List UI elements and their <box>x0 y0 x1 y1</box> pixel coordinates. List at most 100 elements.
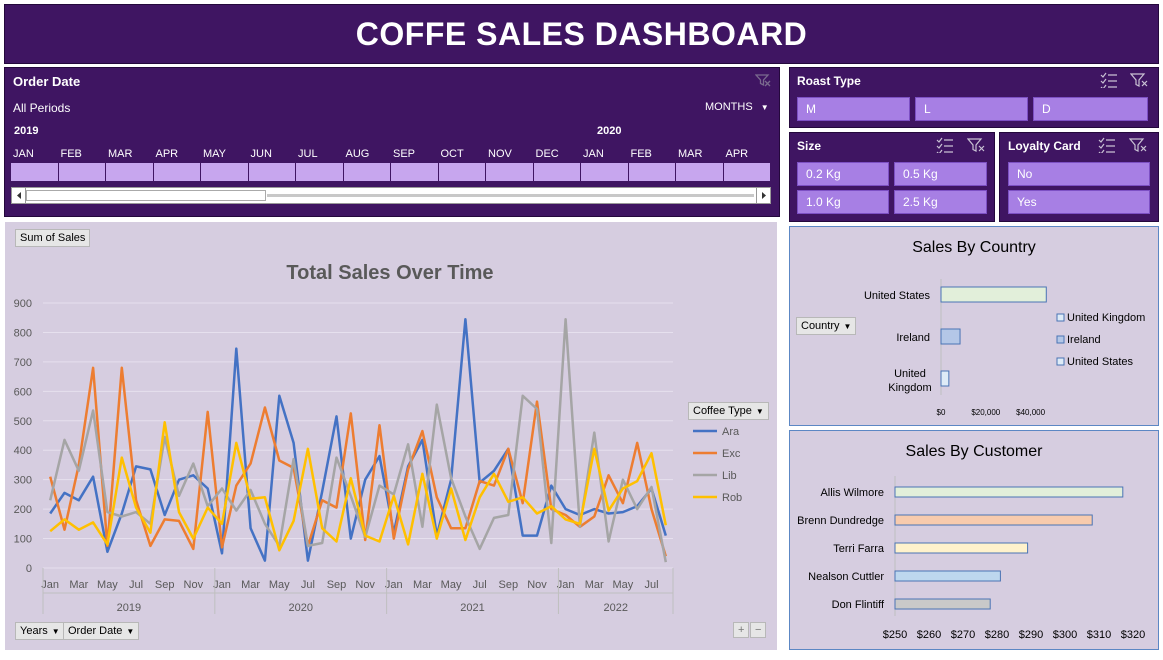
x-tick-label: Mar <box>241 579 260 591</box>
country-chart-title: Sales By Country <box>912 239 1036 256</box>
legend-label: United States <box>1067 356 1134 368</box>
size-1.0kg-button[interactable]: 1.0 Kg <box>797 190 889 214</box>
granularity-dropdown[interactable]: MONTHS ▼ <box>705 101 769 113</box>
timeline-scrollbar[interactable] <box>11 187 771 204</box>
dashboard-title: COFFE SALES DASHBOARD <box>355 15 808 52</box>
x-tick-label: Mar <box>69 579 88 591</box>
scroll-track <box>267 194 754 197</box>
x-tick-label: $290 <box>1019 629 1043 641</box>
x-tick-label: Sep <box>499 579 519 591</box>
size-2.5kg-button[interactable]: 2.5 Kg <box>894 190 987 214</box>
month-label: NOV <box>488 148 512 160</box>
x-tick-label: Jan <box>213 579 231 591</box>
timeline-month-cell[interactable] <box>676 163 724 181</box>
customer-bar <box>894 486 1124 498</box>
y-tick-label: 900 <box>14 298 32 310</box>
chart-title: Total Sales Over Time <box>286 262 493 284</box>
expand-field-button[interactable]: + <box>733 622 750 638</box>
y-tick-label: 400 <box>14 445 32 457</box>
size-slicer: Size 0.2 Kg 0.5 Kg 1.0 Kg 2.5 Kg <box>789 132 995 222</box>
month-label: AUG <box>345 148 370 160</box>
timeline-month-cell[interactable] <box>11 163 59 181</box>
country-label: United <box>894 368 926 380</box>
x-tick-label: $0 <box>937 408 946 417</box>
size-title: Size <box>797 139 822 153</box>
multi-select-icon[interactable] <box>1100 72 1118 88</box>
customer-bar-chart: Allis Wilmore Brenn Dundredge Terri Farra N… <box>797 476 1145 641</box>
country-filter-button[interactable]: Country ▼ <box>796 317 857 335</box>
multi-select-icon[interactable] <box>1098 137 1116 153</box>
years-label: Years <box>20 625 48 637</box>
month-label: MAR <box>678 148 703 160</box>
timeline-month-cell[interactable] <box>391 163 439 181</box>
size-0.2kg-button[interactable]: 0.2 Kg <box>797 162 889 186</box>
x-tick-label: Sep <box>155 579 175 591</box>
country-label: Ireland <box>896 332 930 344</box>
x-tick-label: Sep <box>327 579 347 591</box>
timeline-month-cell[interactable] <box>106 163 154 181</box>
customer-bar <box>894 570 1001 582</box>
legend-label: Exc <box>722 448 741 460</box>
multi-select-icon[interactable] <box>936 137 954 153</box>
x-tick-label: Jul <box>301 579 315 591</box>
series-line-lib <box>48 317 668 563</box>
month-label: MAR <box>108 148 133 160</box>
y-tick-label: 500 <box>14 416 32 428</box>
timeline-month-cell[interactable] <box>59 163 106 181</box>
loyalty-yes-button[interactable]: Yes <box>1008 190 1150 214</box>
timeline-month-cell[interactable] <box>581 163 629 181</box>
sum-of-sales-field-button[interactable]: Sum of Sales <box>15 229 91 247</box>
chevron-down-icon: ▼ <box>843 322 852 331</box>
month-label: MAY <box>203 148 227 160</box>
clear-filter-icon[interactable] <box>1129 137 1147 153</box>
timeline-month-cell[interactable] <box>296 163 344 181</box>
x-tick-label: $20,000 <box>971 408 1000 417</box>
order-date-field-button[interactable]: Order Date ▼ <box>63 622 140 640</box>
collapse-field-button[interactable]: − <box>750 622 767 638</box>
timeline-period-strip[interactable] <box>11 163 771 181</box>
x-tick-label: Mar <box>413 579 432 591</box>
clear-filter-icon[interactable] <box>755 73 771 87</box>
timeline-month-cell[interactable] <box>201 163 249 181</box>
coffee-type-label: Coffee Type <box>693 405 752 417</box>
roast-m-button[interactable]: M <box>797 97 910 121</box>
timeline-month-cell[interactable] <box>629 163 676 181</box>
years-field-button[interactable]: Years ▼ <box>15 622 65 640</box>
scroll-thumb[interactable] <box>26 190 266 201</box>
roast-l-button[interactable]: L <box>915 97 1028 121</box>
timeline-month-cell[interactable] <box>724 163 771 181</box>
loyalty-card-title: Loyalty Card <box>1008 139 1081 153</box>
loyalty-no-button[interactable]: No <box>1008 162 1150 186</box>
clear-filter-icon[interactable] <box>967 137 985 153</box>
y-tick-label: 100 <box>14 534 32 546</box>
x-tick-label: $40,000 <box>1016 408 1045 417</box>
legend-swatch <box>1056 357 1065 366</box>
timeline-month-cell[interactable] <box>249 163 296 181</box>
customer-label: Nealson Cuttler <box>808 571 884 583</box>
scroll-left-button[interactable] <box>12 188 26 203</box>
month-label: OCT <box>440 148 464 160</box>
legend-swatch <box>1056 313 1065 322</box>
legend-label: United Kingdom <box>1067 312 1145 324</box>
timeline-month-cell[interactable] <box>486 163 534 181</box>
customer-label: Don Flintiff <box>832 599 885 611</box>
roast-d-button[interactable]: D <box>1033 97 1148 121</box>
month-label: APR <box>725 148 749 160</box>
size-0.5kg-button[interactable]: 0.5 Kg <box>894 162 987 186</box>
series-line-rob <box>49 421 668 552</box>
clear-filter-icon[interactable] <box>1130 72 1148 88</box>
series-line-exc <box>48 366 667 557</box>
timeline-month-cell[interactable] <box>154 163 201 181</box>
order-date-title: Order Date <box>13 74 81 89</box>
chevron-down-icon: ▼ <box>51 627 60 636</box>
timeline-month-cell[interactable] <box>534 163 581 181</box>
dashboard-title-bar: COFFE SALES DASHBOARD <box>4 4 1159 64</box>
timeline-month-cell[interactable] <box>439 163 486 181</box>
legend-label: Lib <box>722 470 737 482</box>
customer-chart-title: Sales By Customer <box>905 443 1043 460</box>
timeline-month-cell[interactable] <box>344 163 391 181</box>
coffee-type-filter-button[interactable]: Coffee Type ▼ <box>688 402 769 420</box>
month-label: JAN <box>583 148 604 160</box>
country-bar <box>940 370 950 387</box>
scroll-right-button[interactable] <box>756 188 770 203</box>
